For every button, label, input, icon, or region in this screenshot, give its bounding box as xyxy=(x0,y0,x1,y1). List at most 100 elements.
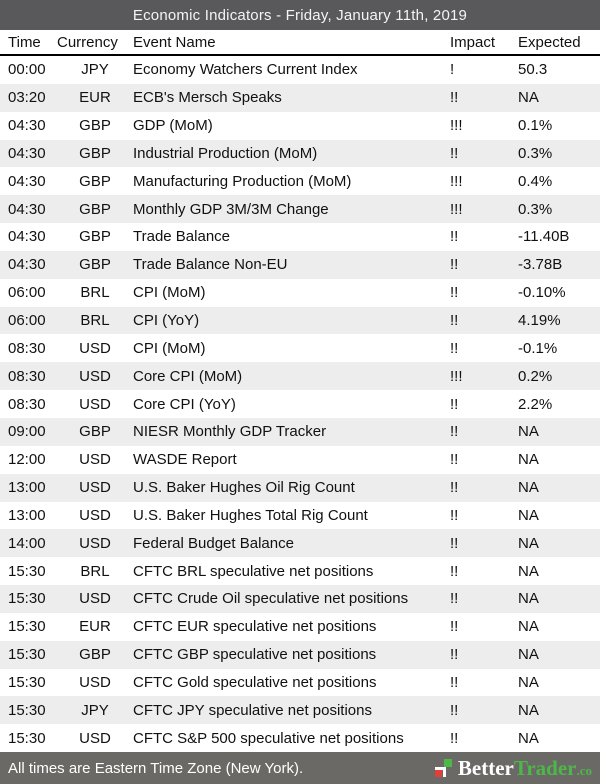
table-row: 15:30 EUR CFTC EUR speculative net posit… xyxy=(0,612,600,641)
cell-time: 09:00 xyxy=(8,423,46,441)
table-row: 09:00 GBP NIESR Monthly GDP Tracker !! N… xyxy=(0,417,600,446)
cell-currency: BRL xyxy=(80,284,110,302)
column-header-expected: Expected xyxy=(518,33,581,51)
logo-wordmark: Better Trader .co xyxy=(458,755,592,780)
table-row: 13:00 USD U.S. Baker Hughes Oil Rig Coun… xyxy=(0,473,600,502)
cell-currency: USD xyxy=(79,367,111,385)
column-header-currency: Currency xyxy=(57,33,118,51)
cell-event-name: CFTC Gold speculative net positions xyxy=(133,673,377,691)
cell-currency: BRL xyxy=(80,562,110,580)
cell-time: 04:30 xyxy=(8,144,46,162)
cell-currency: GBP xyxy=(79,117,111,135)
cell-impact: !! xyxy=(450,646,459,664)
cell-event-name: CFTC BRL speculative net positions xyxy=(133,562,374,580)
cell-expected: NA xyxy=(518,701,539,719)
cell-impact: !! xyxy=(450,506,459,524)
cell-event-name: Federal Budget Balance xyxy=(133,534,294,552)
cell-time: 15:30 xyxy=(8,618,46,636)
cell-time: 04:30 xyxy=(8,200,46,218)
cell-event-name: Trade Balance Non-EU xyxy=(133,256,288,274)
column-header-event-name: Event Name xyxy=(133,33,216,51)
table-row: 08:30 USD Core CPI (MoM) !!! 0.2% xyxy=(0,362,600,391)
cell-expected: NA xyxy=(518,590,539,608)
cell-impact: !! xyxy=(450,618,459,636)
cell-impact: !!! xyxy=(450,172,463,190)
cell-currency: GBP xyxy=(79,646,111,664)
table-row: 15:30 JPY CFTC JPY speculative net posit… xyxy=(0,696,600,725)
cell-time: 04:30 xyxy=(8,117,46,135)
table-row: 04:30 GBP Manufacturing Production (MoM)… xyxy=(0,167,600,196)
table-row: 12:00 USD WASDE Report !! NA xyxy=(0,445,600,474)
cell-time: 03:20 xyxy=(8,89,46,107)
cell-expected: 4.19% xyxy=(518,312,561,330)
cell-expected: NA xyxy=(518,89,539,107)
table-row: 15:30 USD CFTC Crude Oil speculative net… xyxy=(0,585,600,613)
table-row: 13:00 USD U.S. Baker Hughes Total Rig Co… xyxy=(0,501,600,530)
cell-expected: 0.2% xyxy=(518,367,553,385)
cell-impact: !!! xyxy=(450,200,463,218)
cell-impact: !! xyxy=(450,534,459,552)
cell-time: 15:30 xyxy=(8,646,46,664)
cell-event-name: Core CPI (YoY) xyxy=(133,395,236,413)
table-row: 04:30 GBP Industrial Production (MoM) !!… xyxy=(0,139,600,168)
cell-currency: JPY xyxy=(81,61,109,79)
cell-expected: 50.3 xyxy=(518,61,548,79)
table-header-row: Time Currency Event Name Impact Expected xyxy=(0,30,600,56)
table-row: 04:30 GBP Monthly GDP 3M/3M Change !!! 0… xyxy=(0,195,600,224)
table-row: 15:30 USD CFTC S&P 500 speculative net p… xyxy=(0,724,600,753)
bettertrader-logo[interactable]: Better Trader .co xyxy=(433,755,592,780)
cell-impact: !! xyxy=(450,395,459,413)
cell-time: 04:30 xyxy=(8,256,46,274)
cell-event-name: NIESR Monthly GDP Tracker xyxy=(133,423,327,441)
cell-currency: USD xyxy=(79,395,111,413)
cell-event-name: Industrial Production (MoM) xyxy=(133,144,318,162)
cell-time: 15:30 xyxy=(8,729,46,747)
cell-time: 04:30 xyxy=(8,172,46,190)
cell-time: 12:00 xyxy=(8,451,46,469)
cell-impact: !! xyxy=(450,144,459,162)
cell-expected: -11.40B xyxy=(518,228,570,246)
cell-expected: -0.1% xyxy=(518,339,558,357)
cell-time: 15:30 xyxy=(8,673,46,691)
logo-tld: .co xyxy=(576,762,592,778)
footer-bar: All times are Eastern Time Zone (New Yor… xyxy=(0,752,600,784)
table-row: 04:30 GBP GDP (MoM) !!! 0.1% xyxy=(0,111,600,140)
cell-time: 00:00 xyxy=(8,61,46,79)
table-row: 06:00 BRL CPI (YoY) !! 4.19% xyxy=(0,306,600,335)
cell-currency: USD xyxy=(79,506,111,524)
cell-time: 04:30 xyxy=(8,228,46,246)
cell-impact: !! xyxy=(450,590,459,608)
cell-impact: !! xyxy=(450,228,459,246)
cell-impact: !! xyxy=(450,479,459,497)
cell-event-name: CPI (YoY) xyxy=(133,312,200,330)
cell-time: 08:30 xyxy=(8,395,46,413)
table-row: 04:30 GBP Trade Balance !! -11.40B xyxy=(0,223,600,251)
table-row: 14:00 USD Federal Budget Balance !! NA xyxy=(0,529,600,558)
table-row: 08:30 USD Core CPI (YoY) !! 2.2% xyxy=(0,390,600,418)
cell-expected: 0.3% xyxy=(518,144,553,162)
cell-time: 14:00 xyxy=(8,534,46,552)
bettertrader-logo-icon xyxy=(433,758,453,778)
cell-expected: 0.4% xyxy=(518,172,553,190)
cell-currency: GBP xyxy=(79,200,111,218)
table-row: 15:30 GBP CFTC GBP speculative net posit… xyxy=(0,640,600,669)
cell-expected: NA xyxy=(518,423,539,441)
cell-time: 06:00 xyxy=(8,284,46,302)
cell-event-name: CFTC S&P 500 speculative net positions xyxy=(133,729,404,747)
table-row: 00:00 JPY Economy Watchers Current Index… xyxy=(0,56,600,84)
title-bar: Economic Indicators - Friday, January 11… xyxy=(0,0,600,30)
cell-event-name: GDP (MoM) xyxy=(133,117,213,135)
cell-impact: !! xyxy=(450,451,459,469)
cell-expected: NA xyxy=(518,729,539,747)
cell-currency: EUR xyxy=(79,618,111,636)
logo-trader: Trader xyxy=(513,755,577,780)
cell-time: 15:30 xyxy=(8,562,46,580)
timezone-note: All times are Eastern Time Zone (New Yor… xyxy=(8,759,304,777)
cell-event-name: Core CPI (MoM) xyxy=(133,367,243,385)
cell-expected: NA xyxy=(518,673,539,691)
cell-expected: 2.2% xyxy=(518,395,553,413)
cell-event-name: Manufacturing Production (MoM) xyxy=(133,172,352,190)
cell-currency: BRL xyxy=(80,312,110,330)
table-row: 08:30 USD CPI (MoM) !! -0.1% xyxy=(0,334,600,363)
